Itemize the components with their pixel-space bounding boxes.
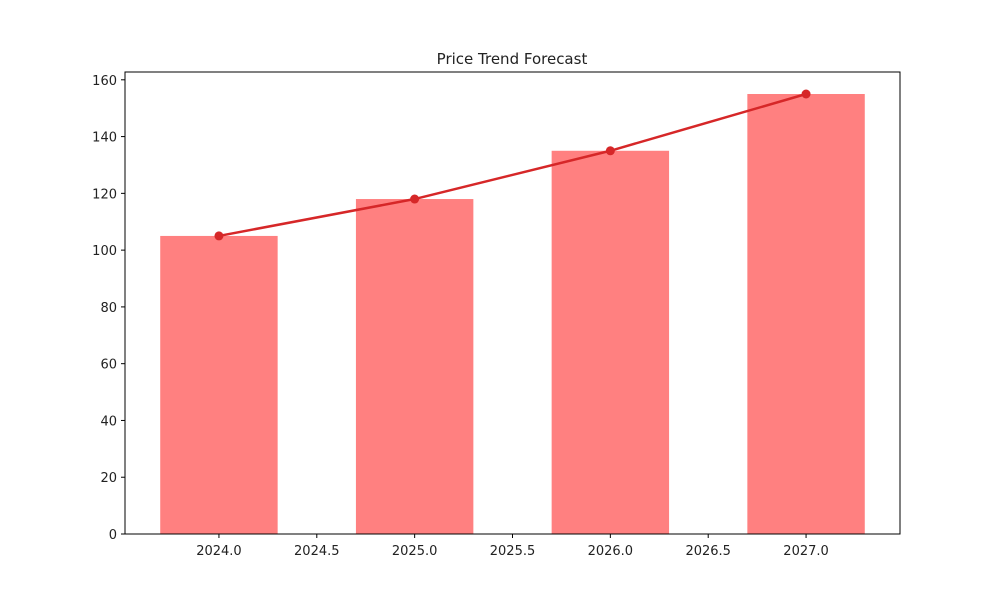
y-tick-label: 60 — [100, 358, 117, 373]
x-tick-label: 2025.5 — [490, 544, 536, 559]
y-tick-label: 40 — [100, 414, 117, 429]
x-tick-label: 2027.0 — [783, 544, 829, 559]
x-tick-label: 2026.5 — [685, 544, 731, 559]
line-point — [605, 146, 615, 156]
line-path — [218, 92, 807, 238]
y-tick-label: 120 — [92, 187, 117, 202]
bar — [160, 235, 278, 534]
trend-line — [214, 89, 811, 241]
y-tick-label: 80 — [100, 301, 117, 316]
bars — [160, 94, 865, 534]
x-tick-label: 2026.0 — [588, 544, 634, 559]
line-point — [410, 194, 420, 204]
line-point — [801, 89, 811, 99]
y-tick-label: 160 — [92, 74, 117, 89]
bar — [747, 94, 865, 534]
x-axis: 2024.0 2024.5 2025.0 2025.5 2026.0 2026.5 2027… — [196, 534, 829, 559]
y-tick-label: 140 — [92, 131, 117, 146]
y-tick-label: 20 — [100, 471, 117, 486]
x-tick-label: 2024.5 — [294, 544, 340, 559]
bar — [355, 199, 474, 534]
y-tick-label: 100 — [92, 244, 117, 259]
y-tick-label: 0 — [109, 528, 117, 543]
y-axis: 0 20 40 60 80 100 120 140 160 — [92, 74, 125, 543]
x-tick-label: 2024.0 — [196, 544, 242, 559]
bar — [551, 150, 670, 534]
line-point — [214, 231, 224, 241]
x-tick-label: 2025.0 — [392, 544, 438, 559]
chart-title: Price Trend Forecast — [437, 50, 588, 68]
